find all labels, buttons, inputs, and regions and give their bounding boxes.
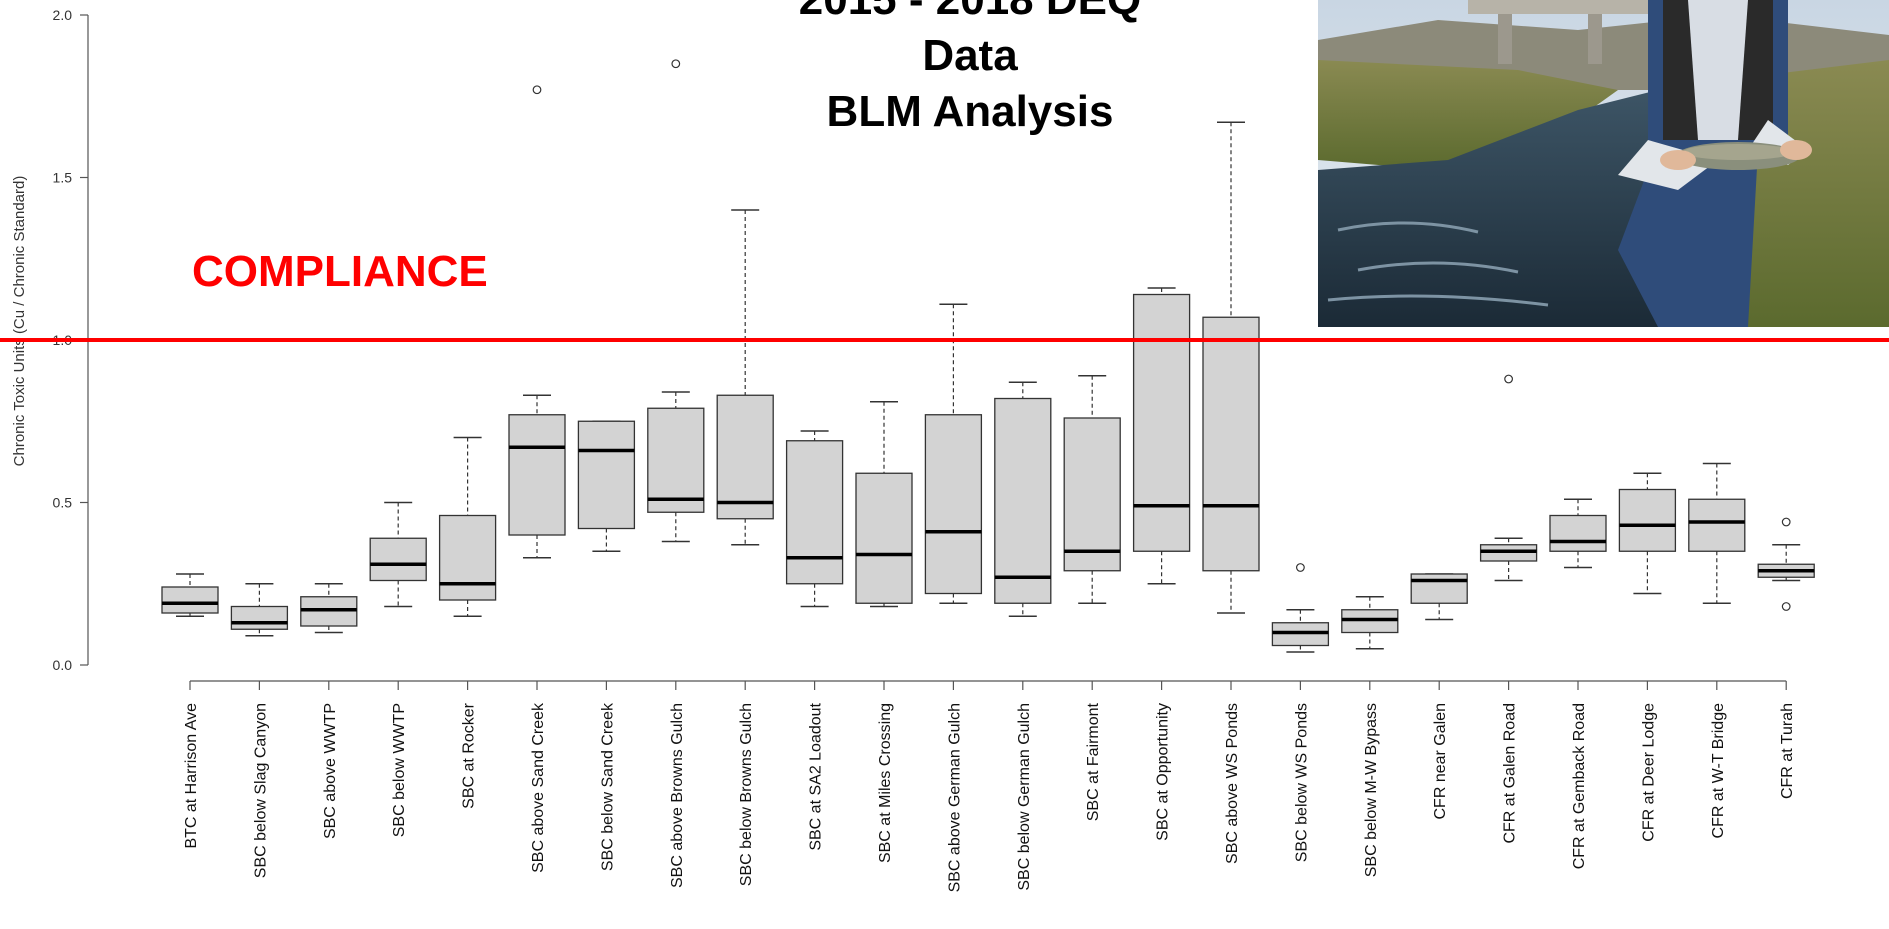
y-axis-title: Chronic Toxic Units (Cu / Chronic Standa… <box>11 176 28 467</box>
box-4 <box>369 501 427 608</box>
box-7 <box>577 420 636 552</box>
x-category-label: SBC at Rocker <box>461 702 478 808</box>
box-21 <box>1549 498 1607 569</box>
y-tick-label: 2.0 <box>53 7 73 23</box>
iqr-box <box>1688 498 1746 552</box>
x-category-label: BTC at Harrison Ave <box>183 703 200 849</box>
x-category-label: SBC below WS Ponds <box>1293 703 1310 862</box>
x-category-label: SBC below German Gulch <box>1016 703 1033 891</box>
box-17 <box>1271 563 1330 653</box>
x-category-label: SBC above Browns Gulch <box>669 703 686 888</box>
x-category-label: SBC below M-W Bypass <box>1363 703 1380 877</box>
box-20 <box>1479 374 1538 582</box>
box-3 <box>300 583 358 634</box>
iqr-box <box>230 605 289 630</box>
iqr-box <box>1063 417 1121 572</box>
x-category-label: SBC at SA2 Loadout <box>808 702 825 850</box>
x-category-label: SBC above WWTP <box>322 703 339 839</box>
title-line-1: 2015 - 2018 DEQ <box>700 0 1240 28</box>
box-19 <box>1410 573 1468 621</box>
iqr-box <box>716 394 774 520</box>
box-15 <box>1132 287 1191 585</box>
y-tick-label: 1.5 <box>53 170 73 186</box>
y-axis: 0.00.51.01.52.0 <box>53 7 89 673</box>
y-tick-label: 0.0 <box>53 657 73 673</box>
box-5 <box>438 436 497 617</box>
box-18 <box>1341 596 1399 650</box>
x-axis: BTC at Harrison Ave SBC below Slag Canyon… <box>183 680 1796 892</box>
iqr-box <box>1202 316 1260 572</box>
box-23 <box>1688 462 1746 604</box>
box-13 <box>994 381 1052 617</box>
iqr-box <box>369 537 427 582</box>
x-category-label: SBC above German Gulch <box>946 703 963 892</box>
x-category-label: CFR at Deer Lodge <box>1640 703 1657 842</box>
x-category-label: CFR near Galen <box>1432 703 1449 820</box>
iqr-box <box>924 414 983 595</box>
iqr-box <box>1132 293 1191 552</box>
title-line-2: Data <box>922 31 1018 80</box>
box-8 <box>647 59 705 543</box>
iqr-box <box>855 472 913 604</box>
title-line-3: BLM Analysis <box>826 87 1114 136</box>
compliance-label: COMPLIANCE <box>192 247 488 296</box>
box-14 <box>1063 375 1121 604</box>
x-category-label: CFR at Gemback Road <box>1571 703 1588 869</box>
box-1 <box>161 573 219 617</box>
outlier-point <box>1781 602 1791 611</box>
fisherman-holding-trout-photo <box>1318 0 1889 327</box>
iqr-box <box>1549 514 1607 552</box>
iqr-box <box>438 514 497 601</box>
x-category-label: SBC above WS Ponds <box>1224 703 1241 864</box>
iqr-box <box>1618 488 1677 552</box>
box-2 <box>230 583 289 637</box>
x-category-label: CFR at Turah <box>1779 703 1796 799</box>
iqr-box <box>785 440 844 585</box>
iqr-box <box>647 407 705 513</box>
iqr-box <box>577 420 636 530</box>
x-category-label: SBC below Browns Gulch <box>738 703 755 886</box>
iqr-box <box>1410 573 1468 604</box>
outlier-point <box>1295 563 1305 572</box>
iqr-box <box>994 397 1052 604</box>
box-9 <box>716 209 774 546</box>
iqr-box <box>161 586 219 614</box>
x-category-label: SBC below Sand Creek <box>599 702 616 871</box>
x-category-label: SBC above Sand Creek <box>530 702 547 873</box>
x-category-label: SBC below Slag Canyon <box>252 703 269 878</box>
x-category-label: SBC at Opportunity <box>1155 703 1172 841</box>
box-16 <box>1202 121 1260 614</box>
x-category-label: SBC at Fairmont <box>1085 702 1102 821</box>
box-6 <box>508 85 566 559</box>
outlier-point <box>1781 517 1791 527</box>
x-category-label: CFR at W-T Bridge <box>1710 703 1727 839</box>
outlier-point <box>1504 374 1513 384</box>
outlier-point <box>671 59 681 69</box>
x-category-label: SBC at Miles Crossing <box>877 703 894 863</box>
iqr-box <box>508 414 566 536</box>
chart-title: 2015 - 2018 DEQ Data BLM Analysis <box>700 0 1240 140</box>
y-tick-label: 0.5 <box>53 495 73 511</box>
box-series <box>161 59 1815 653</box>
box-24 <box>1757 517 1815 611</box>
box-22 <box>1618 472 1677 595</box>
x-category-label: SBC below WWTP <box>391 703 408 837</box>
box-10 <box>785 430 844 608</box>
x-category-label: CFR at Galen Road <box>1502 703 1519 844</box>
box-12 <box>924 303 983 604</box>
box-11 <box>855 401 913 608</box>
outlier-point <box>532 85 542 95</box>
